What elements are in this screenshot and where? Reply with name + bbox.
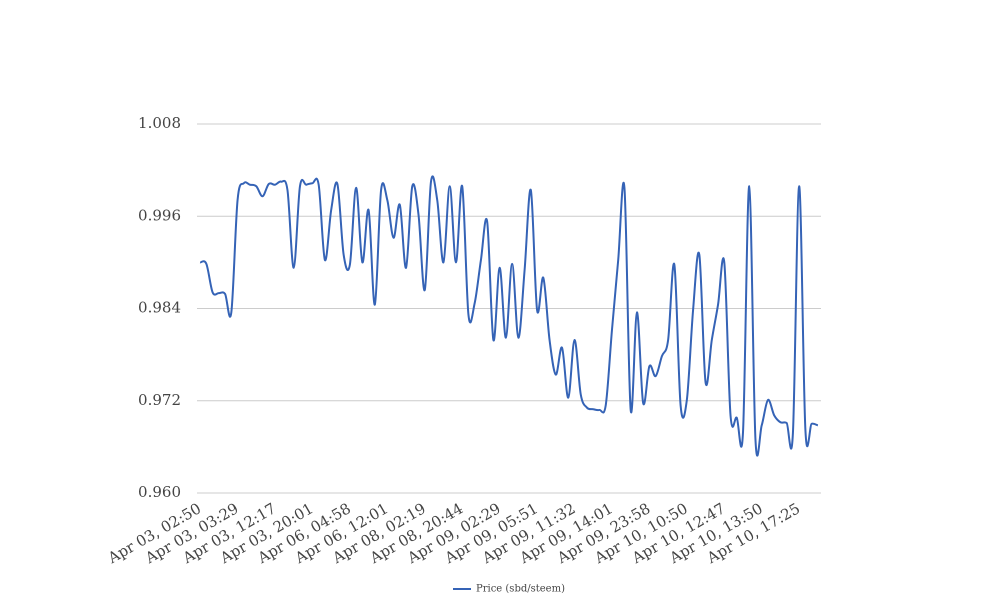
y-tick-label: 1.008	[138, 114, 181, 132]
y-tick-label: 0.972	[138, 391, 181, 409]
y-tick-label: 0.996	[138, 206, 181, 224]
y-tick-label: 0.960	[138, 483, 181, 501]
legend-label: Price (sbd/steem)	[476, 584, 565, 595]
price-line	[199, 175, 819, 457]
y-tick-label: 0.984	[138, 299, 181, 317]
